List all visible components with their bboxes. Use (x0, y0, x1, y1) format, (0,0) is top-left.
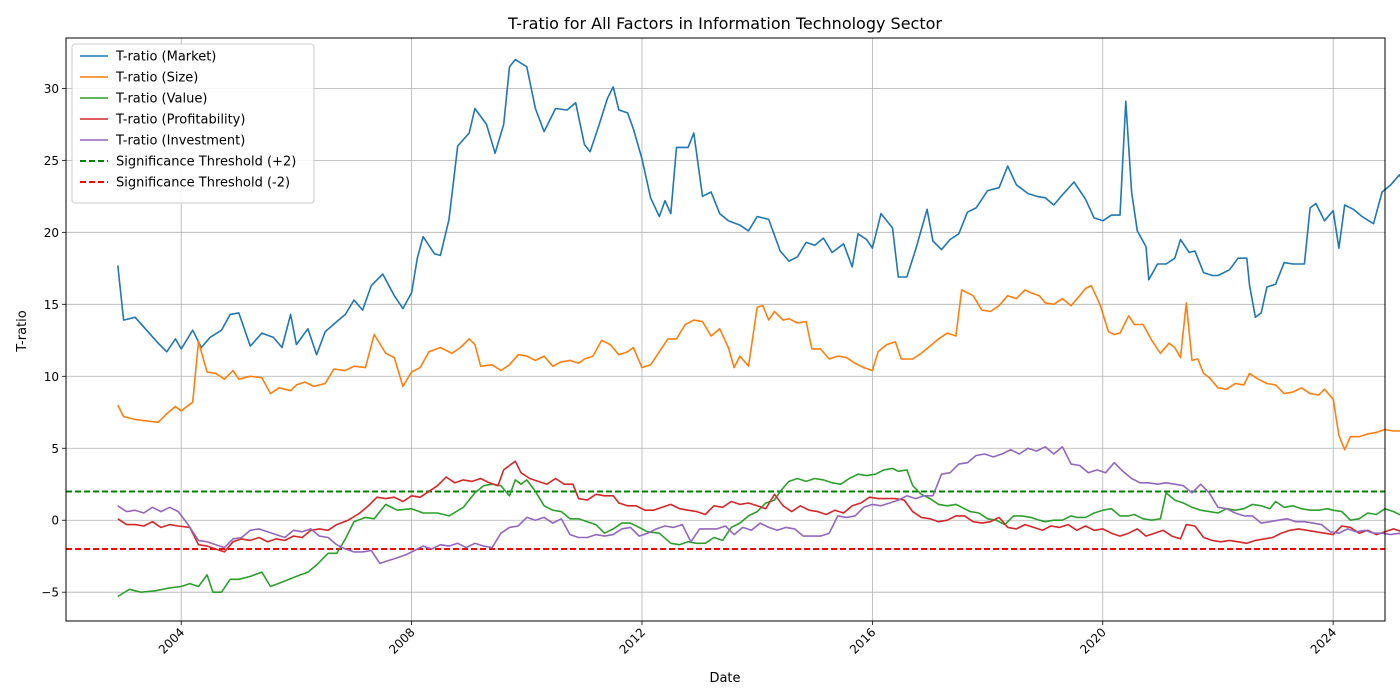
y-tick-label: 25 (44, 154, 59, 168)
y-tick-label: 0 (51, 514, 59, 528)
series-line (117, 460, 1400, 553)
threshold-lines (66, 490, 1385, 551)
y-axis-label: T-ratio (15, 310, 30, 352)
legend-label: T-ratio (Value) (115, 92, 207, 107)
y-tick-label: 10 (44, 370, 59, 384)
legend-label: Significance Threshold (+2) (116, 155, 296, 170)
series-lines (117, 58, 1400, 598)
plot-area (65, 37, 1386, 622)
y-axis-ticks: −5 0 5 10 15 20 25 30 (41, 82, 66, 600)
chart-title: T-ratio for All Factors in Information T… (507, 14, 942, 33)
series-line (117, 467, 1400, 598)
y-tick-label: 5 (51, 442, 59, 456)
legend: T-ratio (Market) T-ratio (Size) T-ratio (V… (71, 43, 315, 204)
legend-label: Significance Threshold (-2) (116, 176, 290, 191)
series-line (117, 446, 1400, 565)
legend-label: T-ratio (Investment) (115, 134, 245, 149)
legend-label: T-ratio (Profitability) (115, 113, 245, 128)
y-tick-label: 15 (44, 298, 59, 312)
legend-label: T-ratio (Size) (115, 71, 198, 86)
series-line (117, 58, 1400, 356)
legend-label: T-ratio (Market) (115, 50, 216, 65)
x-axis-label: Date (709, 671, 740, 686)
legend-frame (71, 43, 315, 204)
y-tick-label: 20 (44, 226, 59, 240)
grid (66, 38, 1385, 621)
y-tick-label: −5 (41, 586, 59, 600)
y-tick-label: 30 (44, 82, 59, 96)
series-line (117, 284, 1400, 451)
